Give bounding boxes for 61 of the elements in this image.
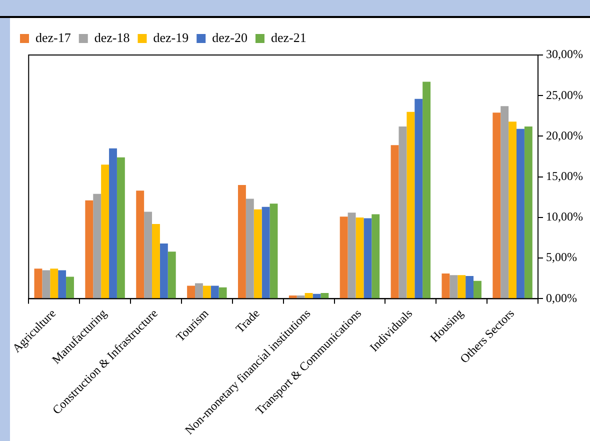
bar [340, 216, 348, 298]
bar [398, 126, 407, 298]
bar [516, 128, 524, 298]
bar [34, 268, 42, 298]
y-tick-label: 10,00% [546, 210, 584, 224]
y-tick-label: 30,00% [546, 47, 584, 62]
y-tick-label: 25,00% [546, 88, 584, 102]
bar [508, 122, 517, 298]
bar [458, 275, 466, 298]
bar [187, 286, 195, 298]
bar [288, 295, 297, 298]
bar [356, 217, 364, 298]
bar [50, 268, 58, 298]
bar [42, 270, 50, 298]
bar [246, 198, 254, 298]
bar [58, 270, 66, 298]
y-tick-label: 0,00% [546, 290, 578, 305]
legend-label: dez-18 [94, 30, 130, 45]
bar [168, 252, 176, 298]
bar [270, 204, 278, 298]
legend-label: dez-19 [153, 30, 189, 45]
bar [450, 275, 458, 298]
y-tick-label: 15,00% [546, 169, 584, 183]
bar [195, 283, 203, 298]
bar [66, 276, 74, 298]
bar [101, 164, 110, 298]
bar [348, 212, 356, 298]
bar [320, 293, 329, 298]
bar [160, 243, 168, 298]
bar [136, 190, 144, 298]
bar [116, 157, 125, 298]
bar [372, 214, 380, 298]
bar [500, 106, 509, 298]
bar [109, 148, 117, 298]
bar [210, 286, 219, 298]
bar [466, 276, 474, 298]
bar [304, 293, 313, 298]
legend-label: dez-21 [270, 30, 306, 45]
bar [524, 126, 532, 298]
bar [406, 112, 415, 298]
legend-label: dez-20 [212, 30, 248, 45]
bar [414, 98, 423, 298]
bar [144, 212, 152, 298]
bar [202, 286, 211, 298]
bar [262, 206, 270, 298]
y-tick-label: 20,00% [546, 128, 584, 142]
bar [364, 218, 372, 298]
y-tick-label: 5,00% [546, 250, 578, 264]
bar [218, 287, 227, 298]
bar [390, 145, 399, 298]
bar [85, 200, 94, 298]
bar [152, 224, 160, 298]
bar [254, 209, 262, 298]
bar [422, 82, 431, 298]
bar [474, 280, 482, 298]
bar [296, 295, 305, 298]
bar [238, 184, 246, 298]
bar [442, 274, 450, 298]
bar [93, 194, 102, 298]
bar [492, 112, 501, 298]
legend-label: dez-17 [36, 30, 72, 45]
